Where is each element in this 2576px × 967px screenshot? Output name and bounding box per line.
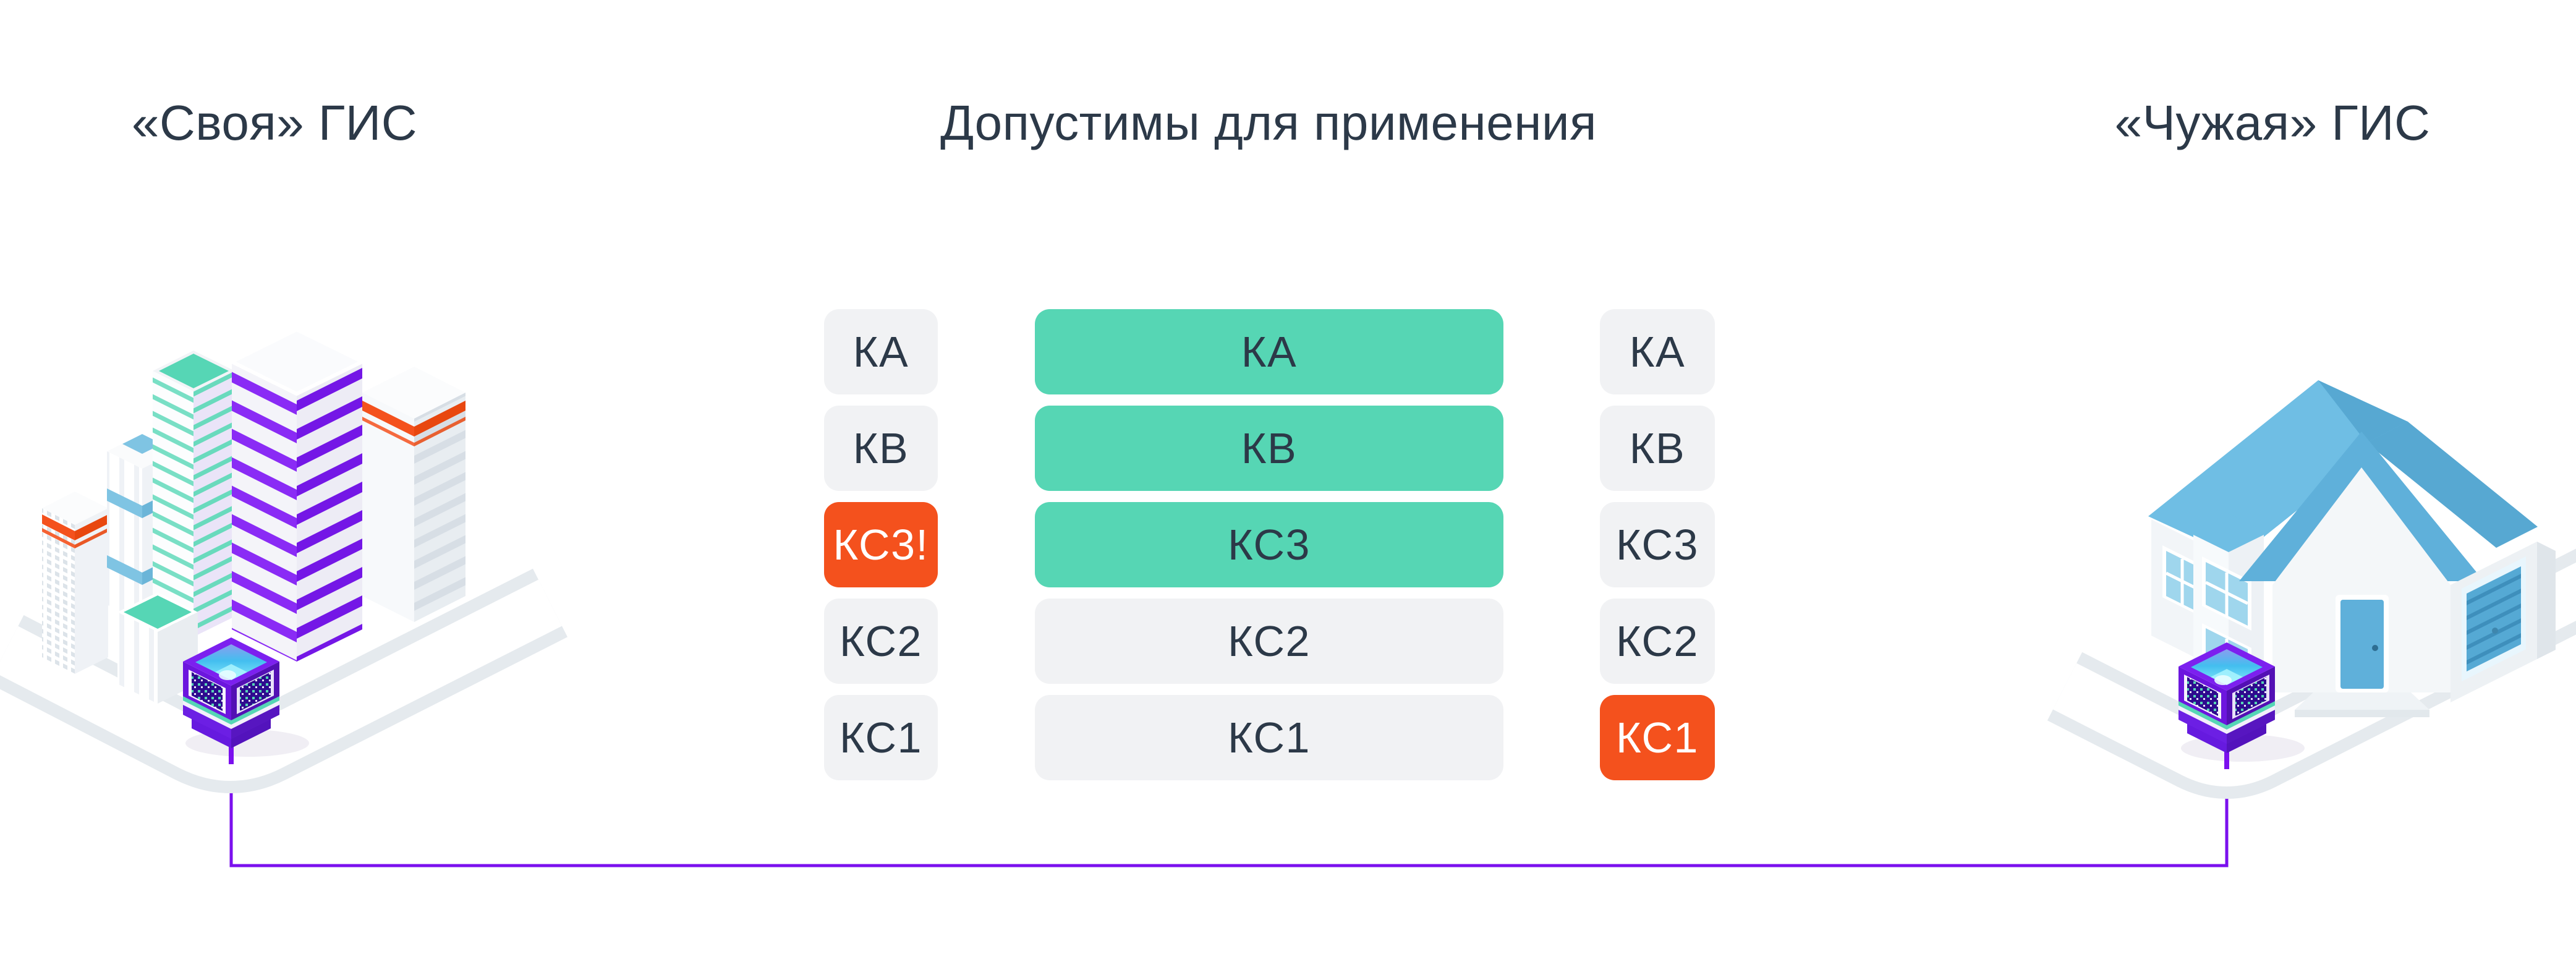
foreign-gis-badge-ks2: КС2 [1600,599,1715,684]
own-gis-city-illustration [0,327,568,793]
allowed-bar-ks2: КС2 [1035,599,1503,684]
own-gis-badge-ka: КА [824,309,938,394]
own-gis-badge-ks3-alert: КС3! [824,502,938,587]
allowed-bar-ks3: КС3 [1035,502,1503,587]
foreign-gis-badge-kv: КВ [1600,406,1715,491]
own-gis-title: «Своя» ГИС [132,95,417,150]
foreign-gis-badge-ks3: КС3 [1600,502,1715,587]
foreign-gis-title: «Чужая» ГИС [2114,95,2431,150]
allowed-title: Допустимы для применения [940,95,1597,150]
foreign-gis-house-illustration [2047,380,2576,799]
foreign-gis-badge-ka: КА [1600,309,1715,394]
allowed-bar-ks1: КС1 [1035,695,1503,780]
own-gis-badge-ks1: КС1 [824,695,938,780]
own-gis-badge-kv: КВ [824,406,938,491]
foreign-gis-badge-ks1-alert: КС1 [1600,695,1715,780]
allowed-bar-kv: КВ [1035,406,1503,491]
allowed-bar-ka: КА [1035,309,1503,394]
own-gis-badge-ks2: КС2 [824,599,938,684]
